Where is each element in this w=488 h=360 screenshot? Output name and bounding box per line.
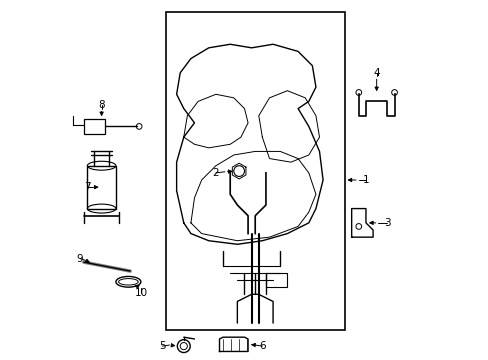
Text: 1: 1 — [362, 175, 368, 185]
Text: 10: 10 — [134, 288, 147, 297]
Text: 5: 5 — [159, 341, 165, 351]
Text: 4: 4 — [373, 68, 379, 78]
Bar — [265, 273, 287, 287]
Text: 9: 9 — [77, 253, 83, 264]
Text: 6: 6 — [259, 341, 265, 351]
Text: 7: 7 — [84, 182, 90, 192]
Bar — [165, 12, 344, 330]
Bar — [87, 166, 116, 208]
Text: 8: 8 — [98, 100, 105, 110]
Text: 3: 3 — [383, 218, 390, 228]
Bar — [83, 119, 105, 134]
Text: 2: 2 — [212, 168, 219, 178]
